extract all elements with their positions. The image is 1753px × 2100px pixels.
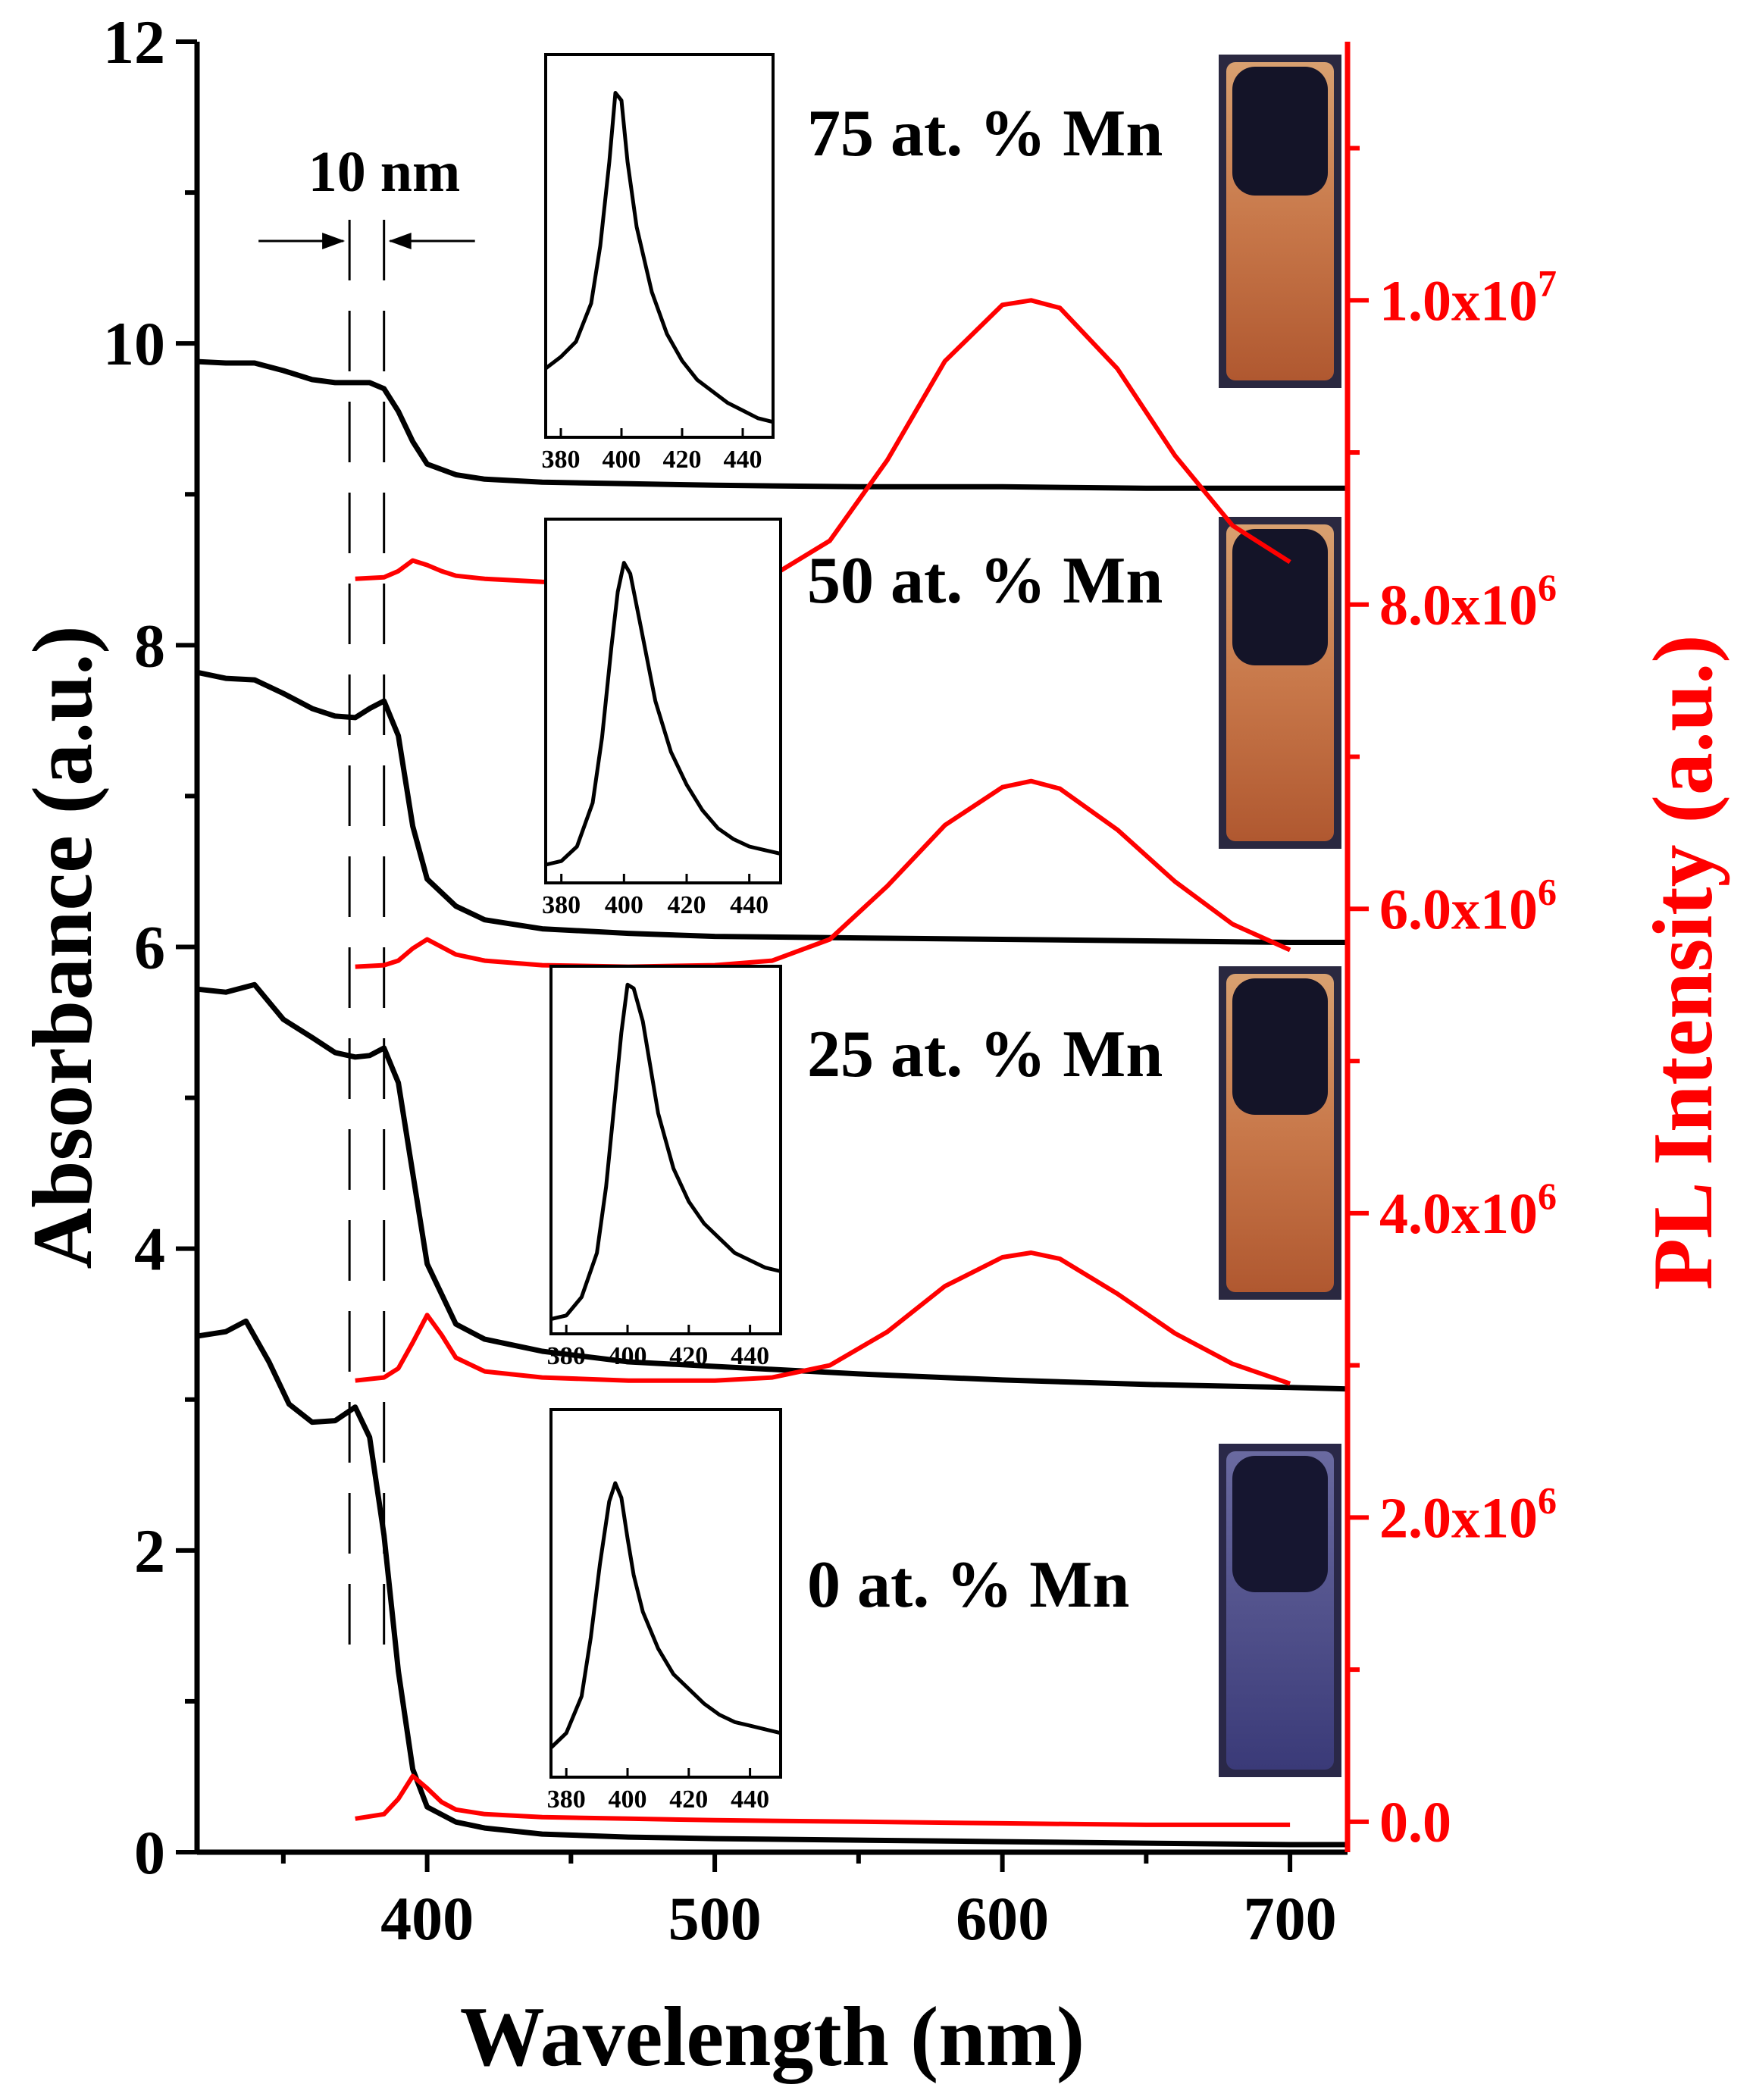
arrow-right-head xyxy=(388,233,412,249)
left-y-axis-ticks: 0 2 4 6 8 10 12 xyxy=(103,8,197,1887)
ten-nm-label: 10 nm xyxy=(308,140,461,204)
ten-nm-arrows xyxy=(258,233,475,249)
x-tick-label-600: 600 xyxy=(956,1884,1049,1953)
inset-0-mn: 380 400 420 440 xyxy=(547,1408,782,1814)
inset-25-mn: 380 400 420 440 xyxy=(547,965,782,1370)
inset-tick-label-420: 420 xyxy=(669,1785,708,1814)
inset-frame xyxy=(549,965,782,1335)
inset-75-mn: 380 400 420 440 xyxy=(542,53,775,474)
inset-tick-label-400: 400 xyxy=(605,891,643,919)
absorbance-line-25-mn xyxy=(196,981,1348,1392)
x-axis-ticks: 400 500 600 700 xyxy=(280,1852,1337,1953)
pl-line-25-mn xyxy=(355,1250,1291,1386)
inset-tick-label-380: 380 xyxy=(542,446,581,474)
inset-plots: 380 400 420 440 380 400 420 440 380 400 420 440 380 4… xyxy=(542,53,782,1814)
inset-tick-label-420: 420 xyxy=(669,1342,708,1370)
absorbance-line-75-mn xyxy=(196,358,1348,491)
right-y-axis-ticks: 0.0 2.0x106 4.0x106 6.0x106 8.0x106 1.0x107 xyxy=(1348,146,1557,1854)
label-0-mn: 0 at. % Mn xyxy=(807,1548,1129,1622)
inset-line xyxy=(550,982,781,1322)
left-y-tick-label-0: 0 xyxy=(134,1818,165,1887)
vial-photo-75 xyxy=(1219,55,1341,388)
right-y-tick-label-0: 0.0 xyxy=(1379,1791,1451,1854)
dashed-guide-lines xyxy=(348,220,386,1667)
inset-frame xyxy=(544,518,782,884)
right-y-axis-title: PL Intensity (a.u.) xyxy=(1636,635,1730,1291)
absorbance-line-50-mn xyxy=(196,669,1348,945)
x-tick-label-700: 700 xyxy=(1244,1884,1337,1953)
pl-line-0-mn xyxy=(355,1773,1291,1827)
left-y-tick-label-2: 2 xyxy=(134,1516,165,1585)
absorbance-line-0-mn xyxy=(196,1318,1348,1848)
left-y-tick-label-10: 10 xyxy=(103,309,165,378)
inset-tick-label-440: 440 xyxy=(730,891,769,919)
inset-frame xyxy=(544,53,775,439)
inset-line xyxy=(544,91,774,424)
inset-tick-label-380: 380 xyxy=(542,891,581,919)
right-y-tick-label-2: 4.0x106 xyxy=(1379,1175,1557,1246)
inset-tick-label-420: 420 xyxy=(668,891,706,919)
left-y-tick-label-12: 12 xyxy=(103,8,165,77)
inset-tick-label-440: 440 xyxy=(731,1785,769,1814)
left-y-tick-label-8: 8 xyxy=(134,611,165,680)
inset-line xyxy=(549,1481,781,1750)
vial-photo-25 xyxy=(1219,966,1341,1300)
inset-tick-label-420: 420 xyxy=(663,446,702,474)
inset-tick-label-440: 440 xyxy=(724,446,762,474)
inset-50-mn: 380 400 420 440 xyxy=(542,518,782,919)
inset-tick-label-400: 400 xyxy=(603,446,641,474)
label-50-mn: 50 at. % Mn xyxy=(807,544,1163,618)
x-axis-title: Wavelength (nm) xyxy=(460,1990,1085,2084)
inset-tick-label-380: 380 xyxy=(547,1785,586,1814)
left-y-tick-label-6: 6 xyxy=(134,913,165,982)
right-y-tick-label-5: 1.0x107 xyxy=(1379,261,1557,333)
left-y-axis-title: Absorbance (a.u.) xyxy=(16,625,110,1269)
arrow-left-head xyxy=(322,233,346,249)
x-tick-label-400: 400 xyxy=(380,1884,474,1953)
x-tick-label-500: 500 xyxy=(668,1884,762,1953)
right-y-tick-label-4: 8.0x106 xyxy=(1379,566,1557,637)
vial-photo-50 xyxy=(1219,517,1341,849)
inset-tick-label-380: 380 xyxy=(547,1342,586,1370)
label-75-mn: 75 at. % Mn xyxy=(807,97,1163,171)
right-y-tick-label-1: 2.0x106 xyxy=(1379,1479,1557,1550)
inset-tick-label-400: 400 xyxy=(609,1342,647,1370)
ten-nm-annotation: 10 nm xyxy=(258,140,475,1667)
left-y-tick-label-4: 4 xyxy=(134,1215,165,1284)
inset-frame xyxy=(549,1408,782,1779)
pl-line-75-mn xyxy=(355,298,1291,586)
inset-tick-label-400: 400 xyxy=(609,1785,647,1814)
vial-photo-0 xyxy=(1219,1444,1341,1777)
right-y-tick-label-3: 6.0x106 xyxy=(1379,870,1557,941)
label-25-mn: 25 at. % Mn xyxy=(807,1018,1163,1091)
inset-line xyxy=(545,561,781,867)
pl-line-50-mn xyxy=(355,778,1291,969)
inset-tick-label-440: 440 xyxy=(731,1342,769,1370)
